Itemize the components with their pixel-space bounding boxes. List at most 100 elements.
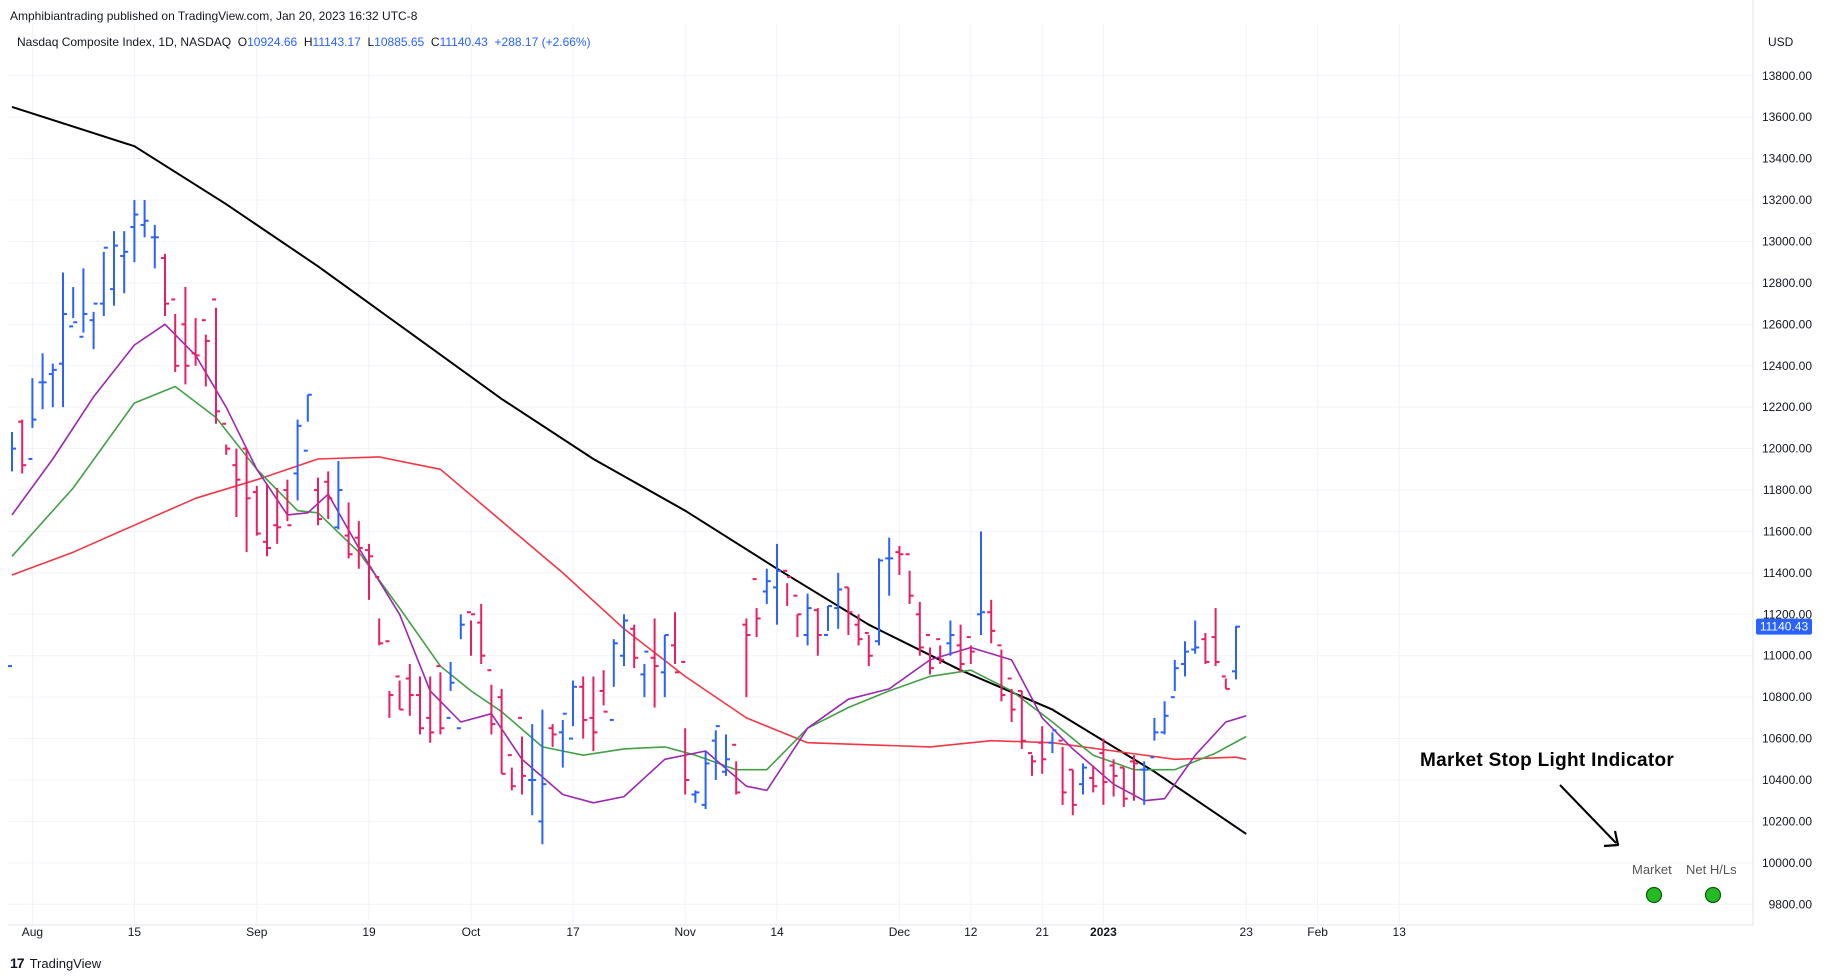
high-value: 11143.17 bbox=[312, 35, 361, 49]
ohlc-bar bbox=[130, 200, 139, 263]
ohlc-bar bbox=[773, 543, 781, 625]
y-tick-label: 11800.00 bbox=[1763, 483, 1812, 497]
ohlc-bar bbox=[1201, 632, 1210, 665]
ohlc-bar bbox=[905, 553, 914, 604]
sma200-line bbox=[11, 105, 1247, 835]
footer-brand-name: TradingView bbox=[29, 955, 102, 971]
ohlc-bar bbox=[895, 545, 904, 575]
ohlc-bar bbox=[783, 569, 792, 607]
stop-light-annotation: Market Stop Light Indicator bbox=[1420, 750, 1675, 771]
tradingview-logo-icon: 17 bbox=[10, 955, 25, 971]
ohlc-bar bbox=[711, 725, 720, 781]
ohlc-bar bbox=[222, 422, 231, 455]
ohlc-bar bbox=[1017, 689, 1026, 749]
y-tick-label: 11400.00 bbox=[1763, 566, 1812, 580]
ohlc-bar bbox=[1099, 738, 1108, 805]
market-light-label: Market bbox=[1632, 862, 1672, 877]
y-tick-label: 10200.00 bbox=[1762, 814, 1812, 828]
ohlc-bar bbox=[1109, 759, 1118, 797]
y-tick-label: 12600.00 bbox=[1762, 317, 1812, 331]
y-tick-label: 9800.00 bbox=[1769, 897, 1813, 911]
y-tick-label: 10600.00 bbox=[1762, 732, 1812, 746]
ohlc-bar bbox=[1079, 763, 1087, 795]
ohlc-bar bbox=[1221, 675, 1230, 690]
x-tick-label: Oct bbox=[462, 925, 481, 939]
ohlc-bar bbox=[854, 614, 863, 646]
ohlc-bar bbox=[528, 724, 537, 816]
ohlc-bar bbox=[426, 676, 435, 743]
ohlc-bar bbox=[1181, 641, 1189, 677]
ohlc-bar bbox=[8, 432, 16, 668]
ohlc-bar bbox=[99, 246, 108, 317]
ohlc-bar bbox=[813, 608, 822, 656]
ohlc-bar bbox=[548, 724, 557, 747]
ohlc-bar bbox=[171, 298, 180, 372]
ohlc-bar bbox=[762, 568, 771, 604]
ohlc-bar bbox=[1089, 765, 1098, 793]
y-tick-label: 13400.00 bbox=[1762, 152, 1812, 166]
y-tick-label: 10000.00 bbox=[1762, 856, 1812, 870]
ohlc-bar bbox=[589, 676, 598, 752]
ohlc-bar bbox=[956, 624, 965, 673]
low-label: L bbox=[367, 35, 375, 49]
footer-brand[interactable]: 17 TradingView bbox=[10, 955, 101, 971]
price-axis[interactable]: 9800.00 10000.00 10200.00 10400.00 10600.00 1… bbox=[1752, 0, 1813, 925]
ohlc-bar bbox=[436, 665, 445, 735]
ohlc-bar bbox=[79, 268, 88, 338]
ohlc-bar bbox=[997, 644, 1006, 702]
ohlc-bar bbox=[977, 531, 985, 636]
ohlc-bar bbox=[18, 419, 27, 474]
open-value: 10924.66 bbox=[247, 35, 298, 49]
ohlc-bar bbox=[365, 543, 373, 600]
ohlc-bar bbox=[354, 521, 363, 569]
y-tick-label: 12000.00 bbox=[1762, 442, 1812, 456]
ohlc-bar bbox=[701, 751, 710, 810]
y-tick-label: 12200.00 bbox=[1762, 400, 1812, 414]
ohlc-bar bbox=[110, 231, 118, 306]
ohlc-bar bbox=[467, 611, 475, 656]
ohlc-bar bbox=[334, 461, 343, 530]
ohlc-bar bbox=[620, 614, 628, 667]
symbol-title: Nasdaq Composite Index, 1D, NASDAQ bbox=[17, 35, 232, 49]
ohlc-bar bbox=[691, 790, 700, 803]
x-tick-label: 23 bbox=[1240, 925, 1254, 939]
market-status-light bbox=[1645, 886, 1663, 904]
ohlc-bar bbox=[324, 471, 333, 520]
ohlc-bar bbox=[630, 624, 639, 669]
ohlc-bar bbox=[201, 319, 210, 387]
ohlc-bar bbox=[966, 636, 975, 665]
ohlc-bar bbox=[803, 593, 812, 646]
ohlc-bars bbox=[8, 200, 1240, 845]
ohlc-bar bbox=[273, 487, 282, 544]
ohlc-bar bbox=[885, 537, 894, 596]
y-tick-label: 13800.00 bbox=[1762, 69, 1812, 83]
ohlc-bar bbox=[946, 620, 955, 656]
x-tick-label: 21 bbox=[1036, 925, 1050, 939]
ohlc-bar bbox=[1211, 608, 1220, 667]
ohlc-bar bbox=[875, 558, 883, 646]
ohlc-bar bbox=[1048, 729, 1057, 754]
ohlc-bar bbox=[212, 298, 220, 424]
ohlc-bar bbox=[660, 634, 669, 698]
ohlc-bar bbox=[507, 754, 516, 791]
ohlc-bar bbox=[497, 688, 506, 775]
stop-light-indicators bbox=[1645, 886, 1722, 904]
ohlc-bar bbox=[732, 743, 741, 795]
y-tick-label: 12400.00 bbox=[1762, 359, 1812, 373]
ohlc-bar bbox=[1140, 761, 1149, 805]
ohlc-bar bbox=[936, 638, 945, 665]
ohlc-bar bbox=[1119, 766, 1128, 807]
ma21-line bbox=[11, 385, 1247, 771]
ohlc-bar bbox=[650, 618, 659, 708]
high-label: H bbox=[303, 35, 313, 49]
ohlc-bar bbox=[140, 200, 149, 238]
ohlc-bar bbox=[1160, 701, 1169, 735]
y-tick-label: 12800.00 bbox=[1762, 276, 1812, 290]
ohlc-bar bbox=[722, 734, 730, 776]
time-axis[interactable]: Aug 15 Sep 19 Oct 17 Nov 14 Dec 12 21 2023 23 Feb 13 bbox=[8, 924, 1753, 939]
y-tick-label: 10400.00 bbox=[1762, 773, 1812, 787]
ohlc-bar bbox=[518, 716, 526, 795]
x-tick-label: Feb bbox=[1307, 925, 1328, 939]
ohlc-bar bbox=[599, 670, 608, 713]
